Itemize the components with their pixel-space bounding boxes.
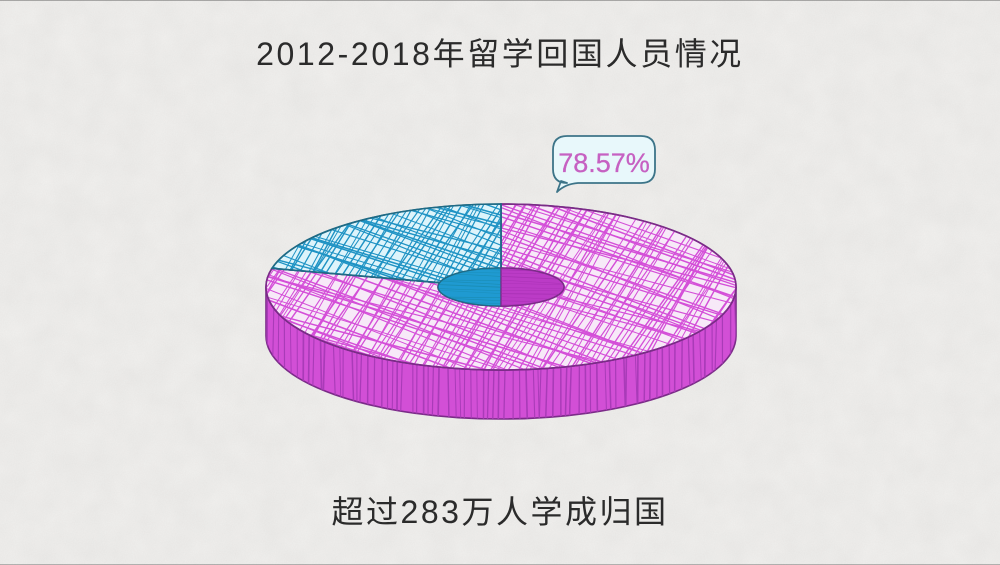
- svg-text:78.57%: 78.57%: [558, 148, 650, 178]
